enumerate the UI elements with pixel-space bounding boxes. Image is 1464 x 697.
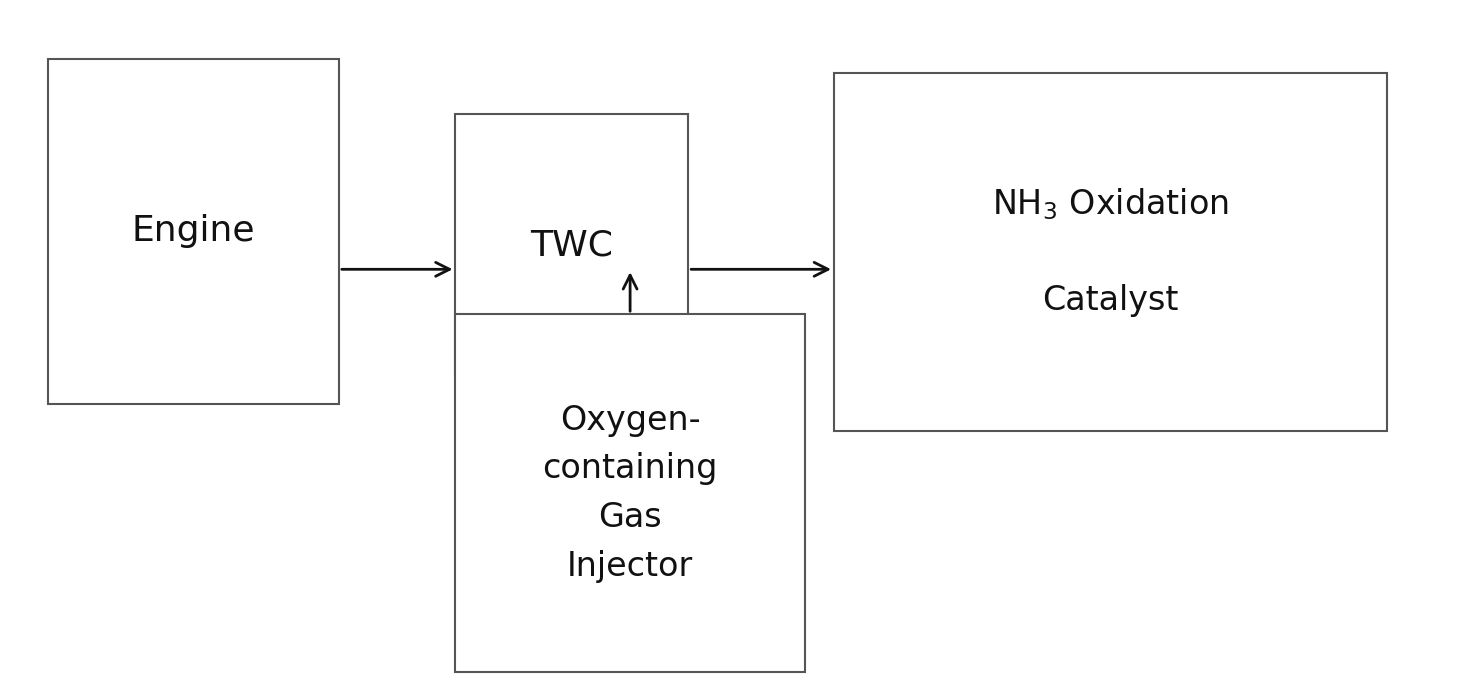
Bar [834, 73, 1386, 431]
Bar [455, 314, 805, 672]
Bar [48, 59, 340, 404]
Text: Catalyst: Catalyst [1042, 284, 1179, 317]
Bar [455, 114, 688, 376]
Text: Engine: Engine [132, 215, 255, 248]
Text: $\mathrm{NH_3}$ Oxidation: $\mathrm{NH_3}$ Oxidation [993, 186, 1228, 222]
Text: Oxygen-
containing
Gas
Injector: Oxygen- containing Gas Injector [543, 404, 717, 583]
Text: TWC: TWC [530, 228, 613, 262]
